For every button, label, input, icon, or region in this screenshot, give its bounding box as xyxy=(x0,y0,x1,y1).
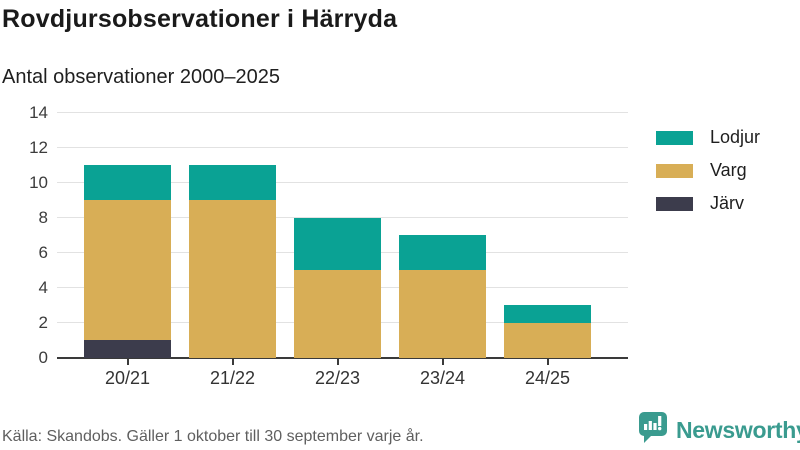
x-axis-category-label: 22/23 xyxy=(314,367,361,388)
x-axis-category-label: 23/24 xyxy=(419,367,466,388)
bar-23-24-varg xyxy=(399,270,486,358)
legend-swatch-varg xyxy=(656,163,693,178)
bar-21-22-varg xyxy=(189,200,276,358)
y-axis-tick-label: 8 xyxy=(38,207,48,227)
x-axis-tick xyxy=(231,359,234,365)
bar-22-23-lodjur xyxy=(294,217,381,270)
legend-label: Lodjur xyxy=(710,127,761,147)
gridline-14 xyxy=(57,112,628,113)
chart-title: Rovdjursobservationer i Härryda xyxy=(2,5,398,33)
bar-20-21-järv xyxy=(84,340,171,358)
brand-name: Newsworthy xyxy=(676,416,800,443)
legend-item-järv: Järv xyxy=(656,193,760,214)
x-axis-tick xyxy=(546,359,549,365)
bar-20-21-lodjur xyxy=(84,165,171,200)
x-axis-category-label: 21/22 xyxy=(209,367,256,388)
legend-label: Varg xyxy=(710,160,747,180)
legend-item-varg: Varg xyxy=(656,160,760,181)
x-axis-tick xyxy=(336,359,339,365)
bar-23-24-lodjur xyxy=(399,235,486,270)
gridline-12 xyxy=(57,147,628,148)
brand-logo: Newsworthy xyxy=(638,411,800,449)
y-axis-tick-label: 14 xyxy=(29,102,48,122)
bar-22-23-varg xyxy=(294,270,381,358)
y-axis-tick-label: 4 xyxy=(38,277,48,297)
y-axis-tick-label: 6 xyxy=(38,242,48,262)
bar-24-25-varg xyxy=(504,322,591,358)
bar-20-21-varg xyxy=(84,200,171,340)
x-axis-category-label: 20/21 xyxy=(104,367,151,388)
y-axis-tick-label: 2 xyxy=(38,312,48,332)
legend-label: Järv xyxy=(710,193,745,213)
x-axis-category-label: 24/25 xyxy=(524,367,571,388)
x-axis-tick xyxy=(126,359,129,365)
legend-item-lodjur: Lodjur xyxy=(656,127,760,148)
y-axis-tick-label: 12 xyxy=(29,137,48,157)
y-axis-tick-label: 0 xyxy=(38,347,48,367)
legend-swatch-järv xyxy=(656,196,693,211)
x-axis-tick xyxy=(441,359,444,365)
newsworthy-logo-icon xyxy=(638,411,668,449)
x-axis-line xyxy=(57,356,628,359)
gridline-10 xyxy=(57,182,628,183)
bar-21-22-lodjur xyxy=(189,165,276,200)
chart-subtitle: Antal observationer 2000–2025 xyxy=(2,66,280,88)
y-axis-tick-label: 10 xyxy=(29,172,48,192)
source-note: Källa: Skandobs. Gäller 1 oktober till 3… xyxy=(2,428,424,445)
legend-swatch-lodjur xyxy=(656,130,693,145)
bar-24-25-lodjur xyxy=(504,305,591,323)
legend: Lodjur Varg Järv xyxy=(656,127,760,226)
